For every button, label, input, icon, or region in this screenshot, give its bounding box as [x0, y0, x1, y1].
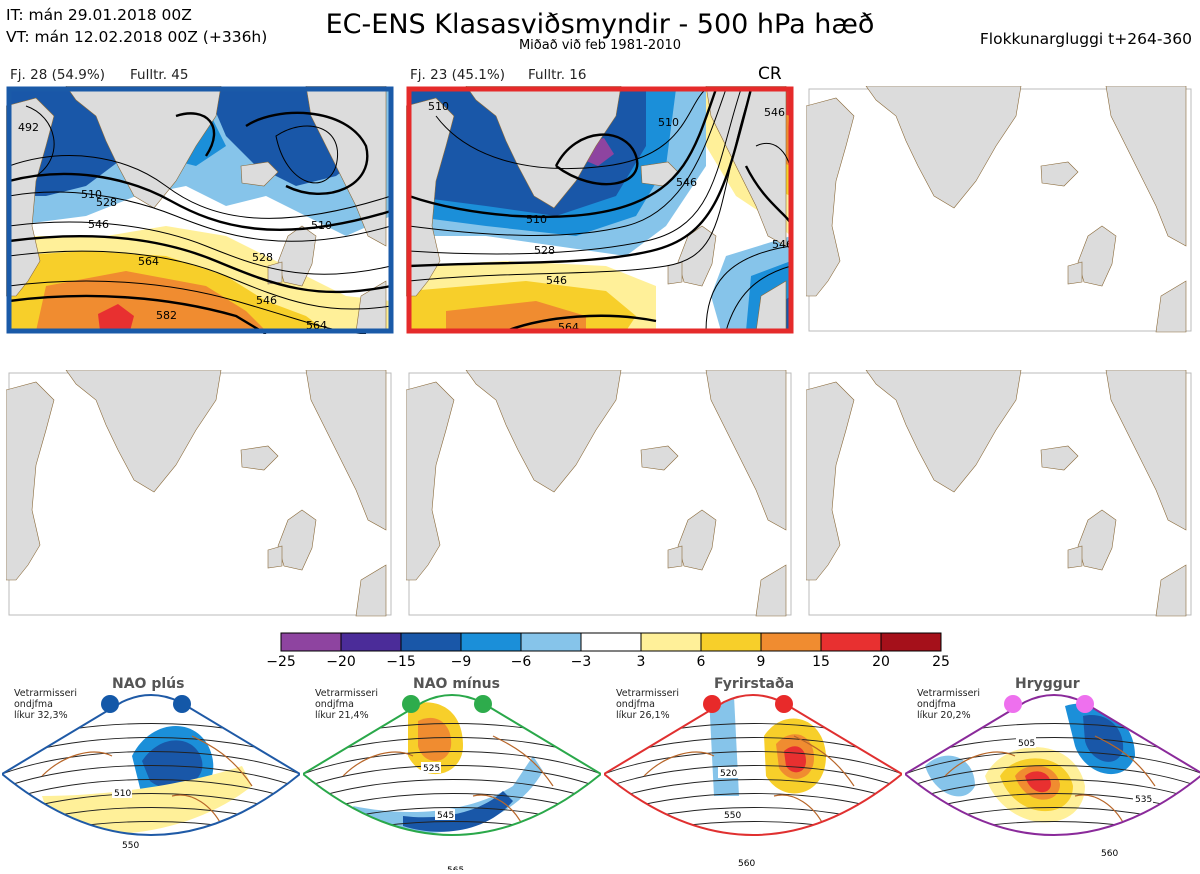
contour-label: 564: [138, 255, 159, 268]
contour-label: 546: [764, 106, 785, 119]
contour-label: 545: [437, 811, 454, 821]
empty-map-3: [806, 86, 1194, 334]
colorbar-tick: 3: [636, 654, 646, 670]
panel1-fj: Fj. 28 (54.9%): [10, 67, 105, 83]
regime-marker: [1076, 695, 1094, 713]
colorbar-cell: [280, 632, 342, 652]
regime-map-1: 510 550: [0, 676, 302, 874]
contour-label: 550: [724, 811, 741, 821]
colorbar-tick: 25: [932, 654, 950, 670]
regime-map-2: 525 545 565: [301, 676, 603, 874]
empty-map-4: [6, 370, 394, 618]
panel2-fj: Fj. 23 (45.1%): [410, 67, 505, 83]
colorbar-cell: [700, 632, 762, 652]
contour-label: 550: [122, 841, 139, 851]
colorbar-cell: [520, 632, 582, 652]
colorbar-tick: −6: [510, 654, 532, 670]
contour-label: 525: [423, 764, 440, 774]
regime-marker: [101, 695, 119, 713]
regime-marker: [402, 695, 420, 713]
contour-label: 510: [81, 188, 102, 201]
regime-marker: [703, 695, 721, 713]
regime-name: NAO plús: [112, 676, 185, 692]
regime-marker: [775, 695, 793, 713]
contour-label: 528: [252, 251, 273, 264]
contour-label: 546: [546, 274, 567, 287]
colorbar-tick: −25: [266, 654, 296, 670]
panel2-border: [406, 86, 794, 334]
contour-label: 560: [738, 859, 755, 869]
contour-label: 510: [526, 213, 547, 226]
contour-label: 582: [156, 309, 177, 322]
regime-marker: [1004, 695, 1022, 713]
regime-info: Vetrarmisseri ondjfma líkur 20,2%: [917, 688, 980, 721]
regime-marker: [173, 695, 191, 713]
colorbar: [280, 632, 942, 652]
contour-label: 546: [772, 238, 793, 251]
contour-label: 528: [96, 196, 117, 209]
colorbar-tick: −15: [386, 654, 416, 670]
contour-label: 492: [18, 121, 39, 134]
contour-label: 565: [447, 866, 464, 870]
contour-label: 528: [534, 244, 555, 257]
panel2-fulltr: Fulltr. 16: [528, 67, 587, 83]
colorbar-tick: −3: [570, 654, 592, 670]
colorbar-cell: [640, 632, 702, 652]
regime-info: Vetrarmisseri ondjfma líkur 21,4%: [315, 688, 378, 721]
valid-time: VT: mán 12.02.2018 00Z (+336h): [6, 28, 268, 46]
contour-label: 510: [311, 219, 332, 232]
regime-name: Fyrirstaða: [714, 676, 795, 692]
colorbar-cell: [340, 632, 402, 652]
regime-name: NAO mínus: [413, 676, 500, 692]
contour-label: 546: [676, 176, 697, 189]
contour-label: 510: [658, 116, 679, 129]
panel2-regime-tag: CR: [758, 64, 782, 84]
colorbar-cell: [460, 632, 522, 652]
colorbar-tick: 20: [872, 654, 890, 670]
empty-map-5: [406, 370, 794, 618]
cluster-map-2: 510 510 528 546 564 546 546 510 546: [406, 86, 794, 334]
colorbar-cell: [400, 632, 462, 652]
regime-map-3: 520 550 560: [602, 676, 904, 874]
regime-name: Hryggur: [1015, 676, 1080, 692]
contour-label: 546: [256, 294, 277, 307]
page-subtitle: Miðað við feb 1981-2010: [518, 38, 682, 53]
contour-label: 505: [1018, 739, 1035, 749]
contour-label: 535: [1135, 795, 1152, 805]
colorbar-tick: 6: [696, 654, 706, 670]
colorbar-tick: −9: [450, 654, 472, 670]
colorbar-cell: [760, 632, 822, 652]
colorbar-cell: [820, 632, 882, 652]
empty-map-6: [806, 370, 1194, 618]
init-time: IT: mán 29.01.2018 00Z: [6, 6, 192, 24]
contour-label: 520: [720, 769, 737, 779]
contour-label: 510: [114, 789, 131, 799]
header-info: IT: mán 29.01.2018 00Z VT: mán 12.02.201…: [6, 4, 267, 48]
cluster-map-1: 492 510 528 546 564 582 510 528 546 564: [6, 86, 394, 334]
colorbar-cell: [880, 632, 942, 652]
contour-label: 510: [428, 100, 449, 113]
colorbar-tick: −20: [326, 654, 356, 670]
contour-label: 560: [1101, 849, 1118, 859]
page-title: EC-ENS Klasasviðsmyndir - 500 hPa hæð: [325, 9, 875, 40]
regime-map-4: 505 535 560: [903, 676, 1200, 874]
regime-info: Vetrarmisseri ondjfma líkur 26,1%: [616, 688, 679, 721]
colorbar-tick: 15: [812, 654, 830, 670]
contour-label: 546: [88, 218, 109, 231]
regime-marker: [474, 695, 492, 713]
panel1-fulltr: Fulltr. 45: [130, 67, 189, 83]
colorbar-cell: [580, 632, 642, 652]
clustering-window: Flokkunargluggi t+264-360: [979, 30, 1192, 48]
colorbar-tick: 9: [756, 654, 766, 670]
panel1-border: [6, 86, 394, 334]
regime-info: Vetrarmisseri ondjfma líkur 32,3%: [14, 688, 77, 721]
